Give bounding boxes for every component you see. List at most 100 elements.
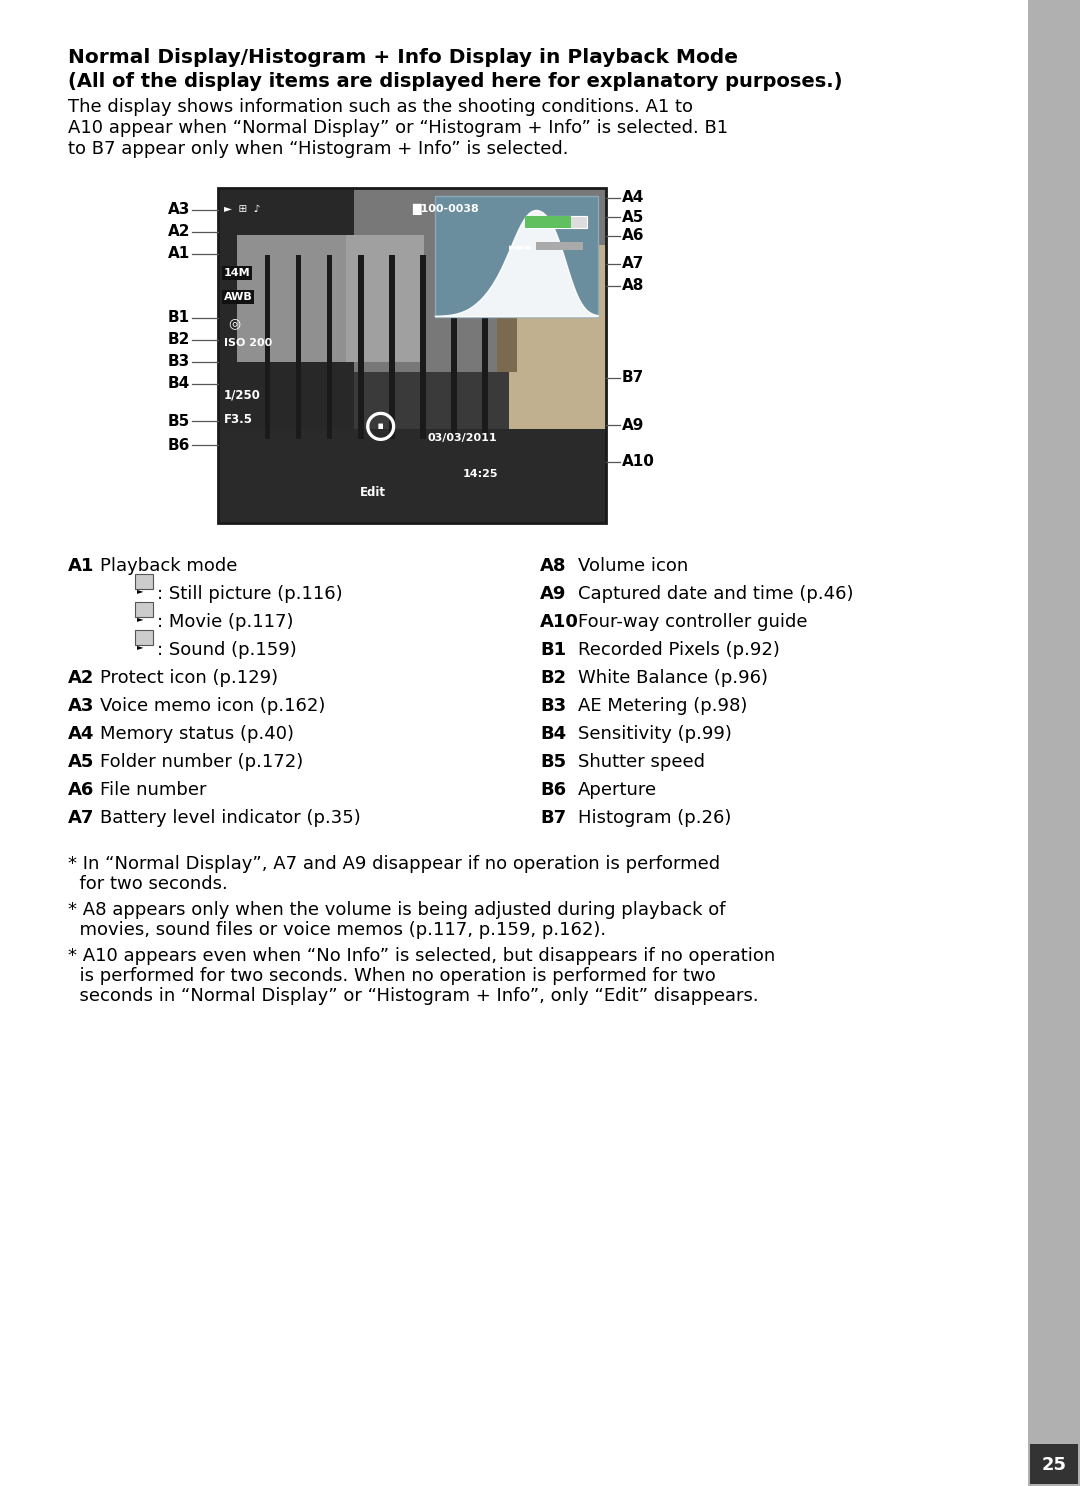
Bar [498, 256, 516, 373]
Text: ►: ► [137, 585, 144, 594]
Text: : Movie (p.117): : Movie (p.117) [157, 614, 294, 632]
Text: ►: ► [137, 642, 144, 651]
Text: A10 appear when “Normal Display” or “Histogram + Info” is selected. B1: A10 appear when “Normal Display” or “His… [68, 119, 728, 137]
Text: Aperture: Aperture [578, 782, 657, 799]
Text: A5: A5 [622, 210, 645, 224]
Text: movies, sound files or voice memos (p.117, p.159, p.162).: movies, sound files or voice memos (p.11… [68, 921, 606, 939]
Text: A4: A4 [622, 190, 645, 205]
Bar [238, 235, 354, 363]
Text: Folder number (p.172): Folder number (p.172) [100, 753, 303, 771]
Text: 14M: 14M [224, 267, 251, 278]
Bar [420, 256, 426, 440]
Text: AE Metering (p.98): AE Metering (p.98) [578, 697, 747, 715]
Text: B5: B5 [167, 413, 190, 428]
Bar [1030, 1444, 1078, 1485]
Text: Sensitivity (p.99): Sensitivity (p.99) [578, 725, 732, 743]
Text: A3: A3 [68, 697, 94, 715]
Bar [135, 574, 153, 588]
Text: ⊙: ⊙ [362, 406, 400, 449]
Bar [218, 189, 606, 523]
Text: Histogram (p.26): Histogram (p.26) [578, 808, 731, 828]
Text: ►: ► [137, 614, 144, 623]
Text: Four-way controller guide: Four-way controller guide [578, 614, 808, 632]
Text: White Balance (p.96): White Balance (p.96) [578, 669, 768, 687]
Text: A2: A2 [167, 224, 190, 239]
Bar [525, 215, 586, 227]
Text: A8: A8 [622, 278, 645, 294]
Text: Edit: Edit [361, 486, 387, 499]
Text: Playback mode: Playback mode [100, 557, 238, 575]
Text: B1: B1 [167, 311, 190, 325]
Bar [1028, 0, 1080, 1486]
Text: * A10 appears even when “No Info” is selected, but disappears if no operation: * A10 appears even when “No Info” is sel… [68, 947, 775, 964]
Text: 25: 25 [1041, 1456, 1067, 1474]
Text: ◎: ◎ [228, 317, 240, 330]
Text: B2: B2 [167, 333, 190, 348]
Bar [218, 189, 606, 373]
Bar [296, 256, 301, 440]
Text: A5: A5 [68, 753, 94, 771]
Text: ISO 200: ISO 200 [224, 337, 272, 348]
Text: Memory status (p.40): Memory status (p.40) [100, 725, 294, 743]
Text: to B7 appear only when “Histogram + Info” is selected.: to B7 appear only when “Histogram + Info… [68, 140, 568, 158]
Text: A1: A1 [167, 247, 190, 262]
Text: A3: A3 [167, 202, 190, 217]
Bar [357, 256, 364, 440]
Text: B2: B2 [540, 669, 566, 687]
Bar [536, 242, 583, 250]
Text: Protect icon (p.129): Protect icon (p.129) [100, 669, 279, 687]
Text: Normal Display/Histogram + Info Display in Playback Mode: Normal Display/Histogram + Info Display … [68, 48, 738, 67]
Text: B5: B5 [540, 753, 566, 771]
Bar [135, 630, 153, 645]
Text: : Still picture (p.116): : Still picture (p.116) [157, 585, 342, 603]
Text: A6: A6 [622, 229, 645, 244]
Text: (All of the display items are displayed here for explanatory purposes.): (All of the display items are displayed … [68, 71, 842, 91]
Text: A1: A1 [68, 557, 94, 575]
Text: B6: B6 [540, 782, 566, 799]
Bar [346, 235, 423, 363]
Text: B1: B1 [540, 640, 566, 658]
Text: Captured date and time (p.46): Captured date and time (p.46) [578, 585, 853, 603]
Text: A10: A10 [622, 455, 654, 470]
Bar [389, 256, 394, 440]
Text: B3: B3 [167, 355, 190, 370]
Text: * In “Normal Display”, A7 and A9 disappear if no operation is performed: * In “Normal Display”, A7 and A9 disappe… [68, 854, 720, 872]
Bar [265, 256, 270, 440]
Bar [450, 256, 457, 440]
Text: B6: B6 [167, 437, 190, 453]
Bar [135, 602, 153, 617]
Text: Voice memo icon (p.162): Voice memo icon (p.162) [100, 697, 325, 715]
Text: A10: A10 [540, 614, 579, 632]
Text: The display shows information such as the shooting conditions. A1 to: The display shows information such as th… [68, 98, 693, 116]
Text: A9: A9 [622, 418, 645, 432]
Bar [218, 189, 354, 523]
Text: A7: A7 [622, 257, 645, 272]
Text: A7: A7 [68, 808, 94, 828]
Text: is performed for two seconds. When no operation is performed for two: is performed for two seconds. When no op… [68, 967, 716, 985]
Bar [482, 256, 488, 440]
Bar [218, 429, 606, 523]
Text: A9: A9 [540, 585, 566, 603]
Polygon shape [435, 211, 598, 317]
Text: Battery level indicator (p.35): Battery level indicator (p.35) [100, 808, 361, 828]
Text: File number: File number [100, 782, 206, 799]
Text: A8: A8 [540, 557, 567, 575]
Bar [525, 215, 571, 227]
Text: * A8 appears only when the volume is being adjusted during playback of: * A8 appears only when the volume is bei… [68, 901, 726, 918]
Text: 03/03/2011: 03/03/2011 [428, 432, 497, 443]
Bar [509, 245, 606, 429]
Text: F3.5: F3.5 [224, 413, 253, 426]
Text: ►  ⊞  ♪: ► ⊞ ♪ [224, 204, 260, 214]
Text: ►▬▬: ►▬▬ [509, 244, 532, 253]
Bar [218, 189, 606, 523]
Text: B4: B4 [167, 376, 190, 391]
Text: B7: B7 [540, 808, 566, 828]
Bar [435, 196, 598, 317]
Text: Volume icon: Volume icon [578, 557, 688, 575]
Text: Shutter speed: Shutter speed [578, 753, 705, 771]
Text: B3: B3 [540, 697, 566, 715]
Text: A2: A2 [68, 669, 94, 687]
Text: for two seconds.: for two seconds. [68, 875, 228, 893]
Text: A4: A4 [68, 725, 94, 743]
Text: 14:25: 14:25 [462, 470, 498, 480]
